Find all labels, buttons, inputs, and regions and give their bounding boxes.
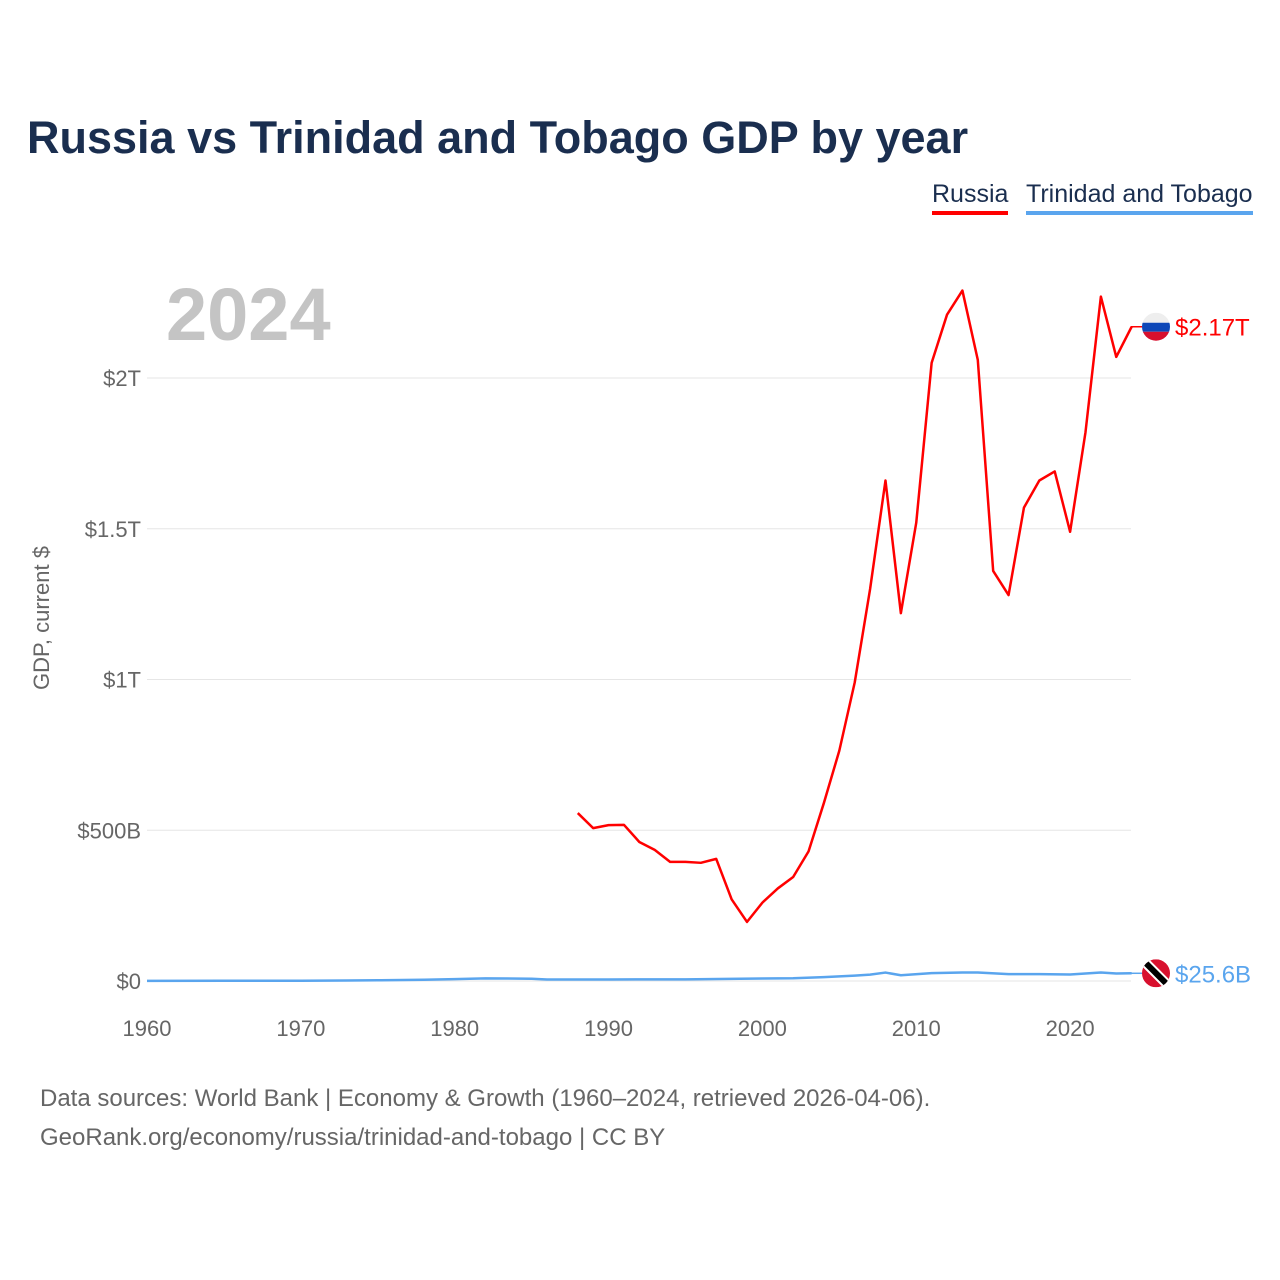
trinidad-flag-icon xyxy=(1131,959,1170,988)
series-line-trinidad-and-tobago[interactable] xyxy=(146,971,1132,983)
x-tick-label: 2000 xyxy=(738,1016,787,1041)
end-value-label: $2.17T xyxy=(1175,315,1250,342)
legend-russia[interactable]: Russia xyxy=(932,180,1009,215)
x-tick-label: 2020 xyxy=(1046,1016,1095,1041)
legend-trinidad-and-tobago[interactable]: Trinidad and Tobago xyxy=(1026,180,1253,215)
russia-flag-icon xyxy=(1131,312,1170,341)
series-line-russia[interactable] xyxy=(576,289,1133,924)
y-tick-label: $1T xyxy=(103,668,141,693)
x-tick-label: 1980 xyxy=(430,1016,479,1041)
footer-sources: Data sources: World Bank | Economy & Gro… xyxy=(40,1085,931,1112)
chart-title: Russia vs Trinidad and Tobago GDP by yea… xyxy=(27,112,969,163)
y-tick-label: $2T xyxy=(103,366,141,391)
year-watermark: 2024 xyxy=(166,273,331,356)
x-tick-label: 2010 xyxy=(892,1016,941,1041)
x-tick-label: 1960 xyxy=(123,1016,172,1041)
x-tick-label: 1970 xyxy=(276,1016,325,1041)
x-tick-label: 1990 xyxy=(584,1016,633,1041)
end-value-label: $25.6B xyxy=(1175,961,1251,988)
y-tick-label: $500B xyxy=(77,818,141,843)
y-tick-label: $0 xyxy=(117,969,141,994)
y-tick-label: $1.5T xyxy=(85,517,141,542)
footer-link[interactable]: GeoRank.org/economy/russia/trinidad-and-… xyxy=(40,1124,666,1151)
